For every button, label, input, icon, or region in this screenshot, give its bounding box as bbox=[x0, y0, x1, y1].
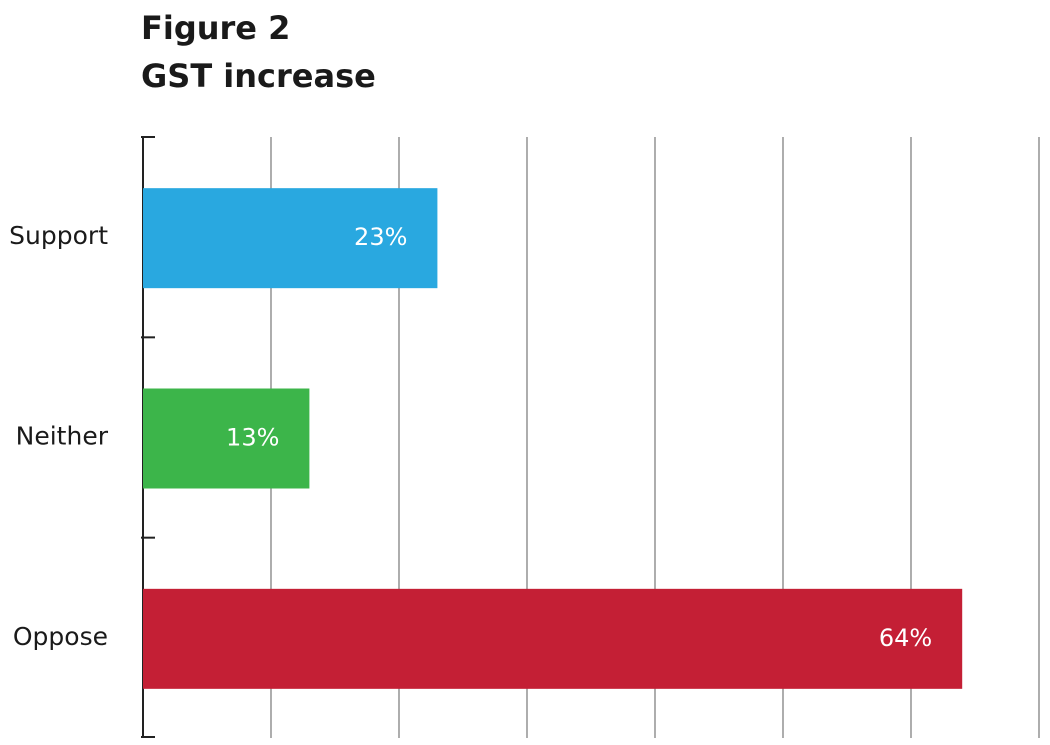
bar bbox=[143, 388, 310, 489]
y-tick-label: Support bbox=[9, 221, 108, 250]
y-tick-label: Oppose bbox=[13, 622, 108, 651]
bar bbox=[143, 188, 438, 289]
chart-subtitle: GST increase bbox=[141, 57, 376, 95]
value-label: 64% bbox=[879, 624, 932, 652]
value-label: 13% bbox=[226, 424, 279, 452]
value-label: 23% bbox=[354, 223, 407, 251]
chart-title: Figure 2 bbox=[141, 9, 290, 47]
bar bbox=[143, 588, 963, 689]
y-tick-label: Neither bbox=[16, 422, 109, 451]
